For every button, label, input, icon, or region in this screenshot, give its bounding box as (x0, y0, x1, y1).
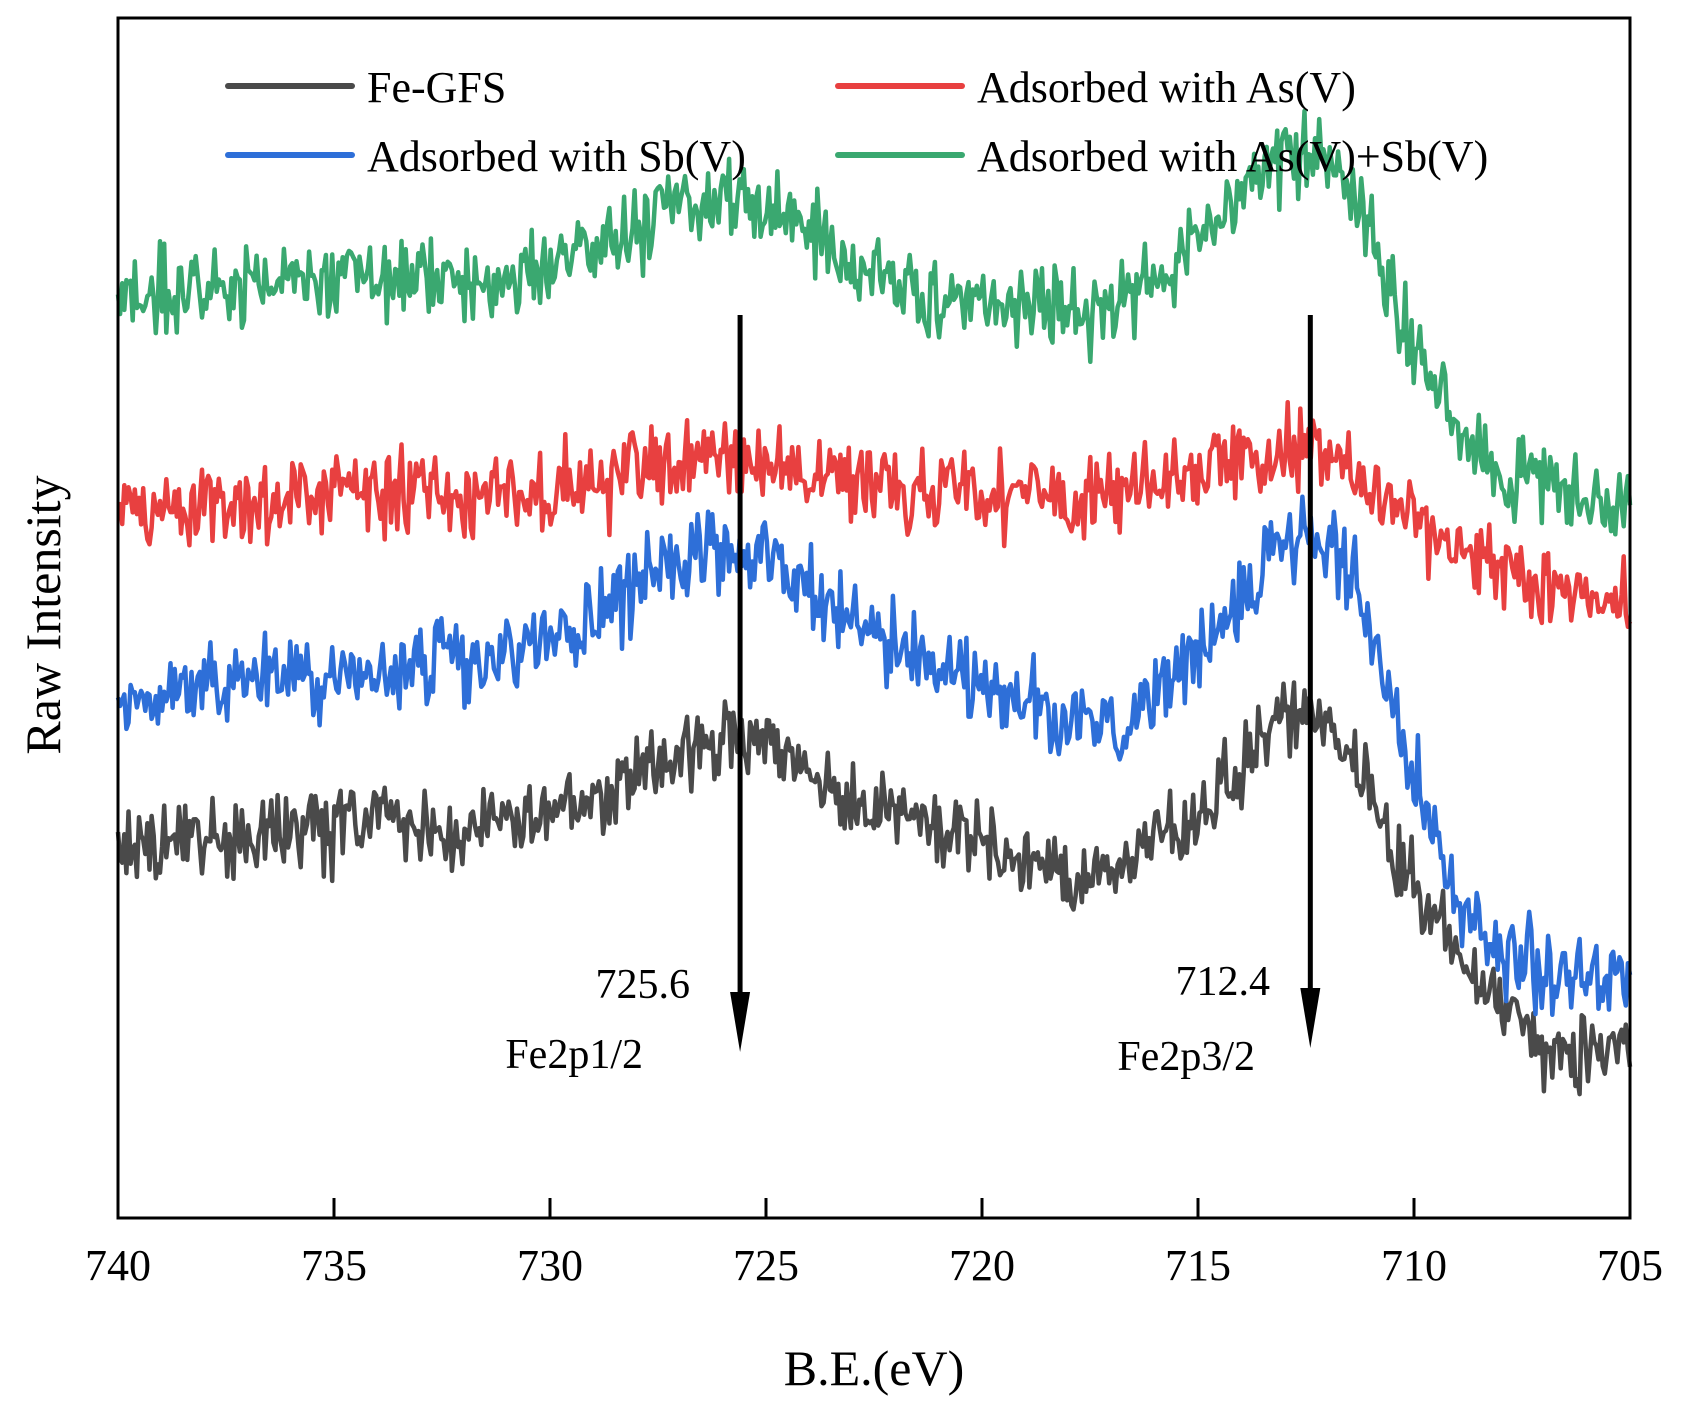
plot-frame (116, 16, 1632, 1220)
peak-name-fe2p12: Fe2p1/2 (505, 1032, 643, 1078)
peak-arrowhead-fe2p12 (730, 992, 751, 1052)
y-axis-title: Raw Intensity (15, 475, 71, 754)
peak-annotation-fe2p12: 725.6 Fe2p1/2 (505, 315, 751, 1078)
legend-item-as-sb: Adsorbed with As(V)+Sb(V) (835, 132, 1488, 181)
legend-item-fe-gfs: Fe-GFS (225, 63, 506, 112)
x-tick-label-740: 740 (85, 1241, 151, 1290)
peak-value-fe2p32: 712.4 (1176, 959, 1271, 1005)
legend-label-fe-gfs: Fe-GFS (367, 63, 506, 112)
x-axis: 740 735 730 725 720 715 710 705 (85, 1198, 1663, 1290)
x-tick-label-705: 705 (1597, 1241, 1663, 1290)
x-tick-label-735: 735 (301, 1241, 367, 1290)
legend-label-as-sb: Adsorbed with As(V)+Sb(V) (977, 132, 1488, 181)
peak-annotation-fe2p32: 712.4 Fe2p3/2 (1117, 315, 1321, 1080)
x-tick-label-710: 710 (1381, 1241, 1447, 1290)
x-axis-title: B.E.(eV) (784, 1340, 965, 1396)
series-layer (115, 108, 1633, 1097)
x-tick-label-720: 720 (949, 1241, 1015, 1290)
peak-arrowhead-fe2p32 (1300, 988, 1321, 1048)
legend-label-sb: Adsorbed with Sb(V) (367, 132, 746, 181)
series-line-adsorbed-with-sb-v (115, 494, 1633, 1017)
series-line-adsorbed-with-as-v (116, 399, 1633, 630)
x-tick-label-725: 725 (733, 1241, 799, 1290)
legend-item-sb: Adsorbed with Sb(V) (225, 132, 746, 181)
x-tick-label-730: 730 (517, 1241, 583, 1290)
x-tick-label-715: 715 (1165, 1241, 1231, 1290)
series-line-fe-gfs (115, 680, 1633, 1097)
peak-value-fe2p12: 725.6 (596, 962, 691, 1008)
legend-label-as: Adsorbed with As(V) (977, 63, 1356, 112)
peak-name-fe2p32: Fe2p3/2 (1117, 1034, 1255, 1080)
legend: Fe-GFS Adsorbed with As(V) Adsorbed with… (225, 63, 1488, 181)
series-line-adsorbed-with-as-v-sb-v (115, 108, 1633, 537)
legend-item-as: Adsorbed with As(V) (835, 63, 1356, 112)
